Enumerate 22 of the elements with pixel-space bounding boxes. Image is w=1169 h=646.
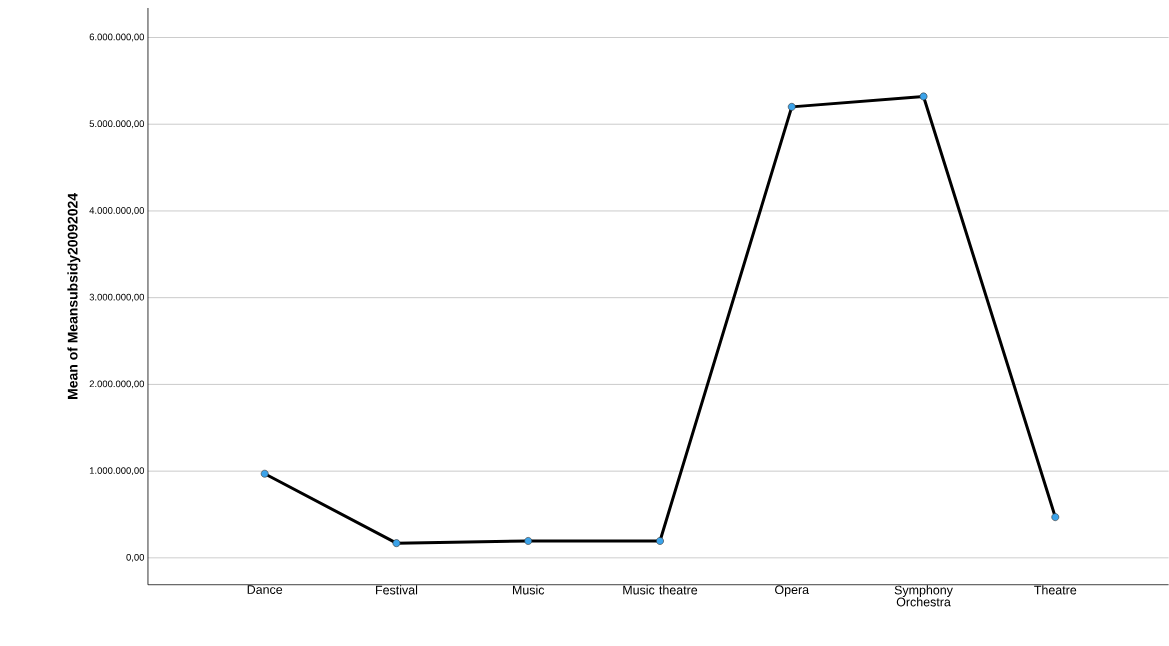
y-tick-label: 0,00	[126, 554, 145, 562]
point	[392, 539, 401, 548]
x-tick-label: Music theatre	[623, 585, 698, 595]
x-tick-label: Opera	[775, 585, 810, 597]
x-tick-label: Theatre	[1034, 585, 1077, 595]
y-tick-label: 2.000.000,00	[89, 380, 145, 389]
x-tick-label: Festival	[376, 585, 418, 595]
y-tick-label: 3.000.000,00	[89, 293, 145, 302]
point	[919, 92, 928, 101]
y-axis-title: Mean of Meansubsidy20092024	[67, 193, 81, 400]
x-tick-label: Music	[512, 585, 545, 595]
point	[656, 537, 664, 545]
y-tick-label: 6.000.000,00	[89, 33, 145, 42]
y-tick-label: 4.000.000,00	[89, 207, 145, 215]
point	[1051, 513, 1060, 522]
x-tick-label: Dance	[247, 585, 283, 595]
y-tick-label: 5.000.000,00	[89, 120, 145, 129]
y-tick-label: 1.000.000,00	[89, 467, 145, 476]
point	[787, 103, 796, 111]
x-tick-label: Symphony Orchestra	[894, 585, 953, 607]
point	[260, 469, 269, 478]
point	[524, 537, 533, 545]
